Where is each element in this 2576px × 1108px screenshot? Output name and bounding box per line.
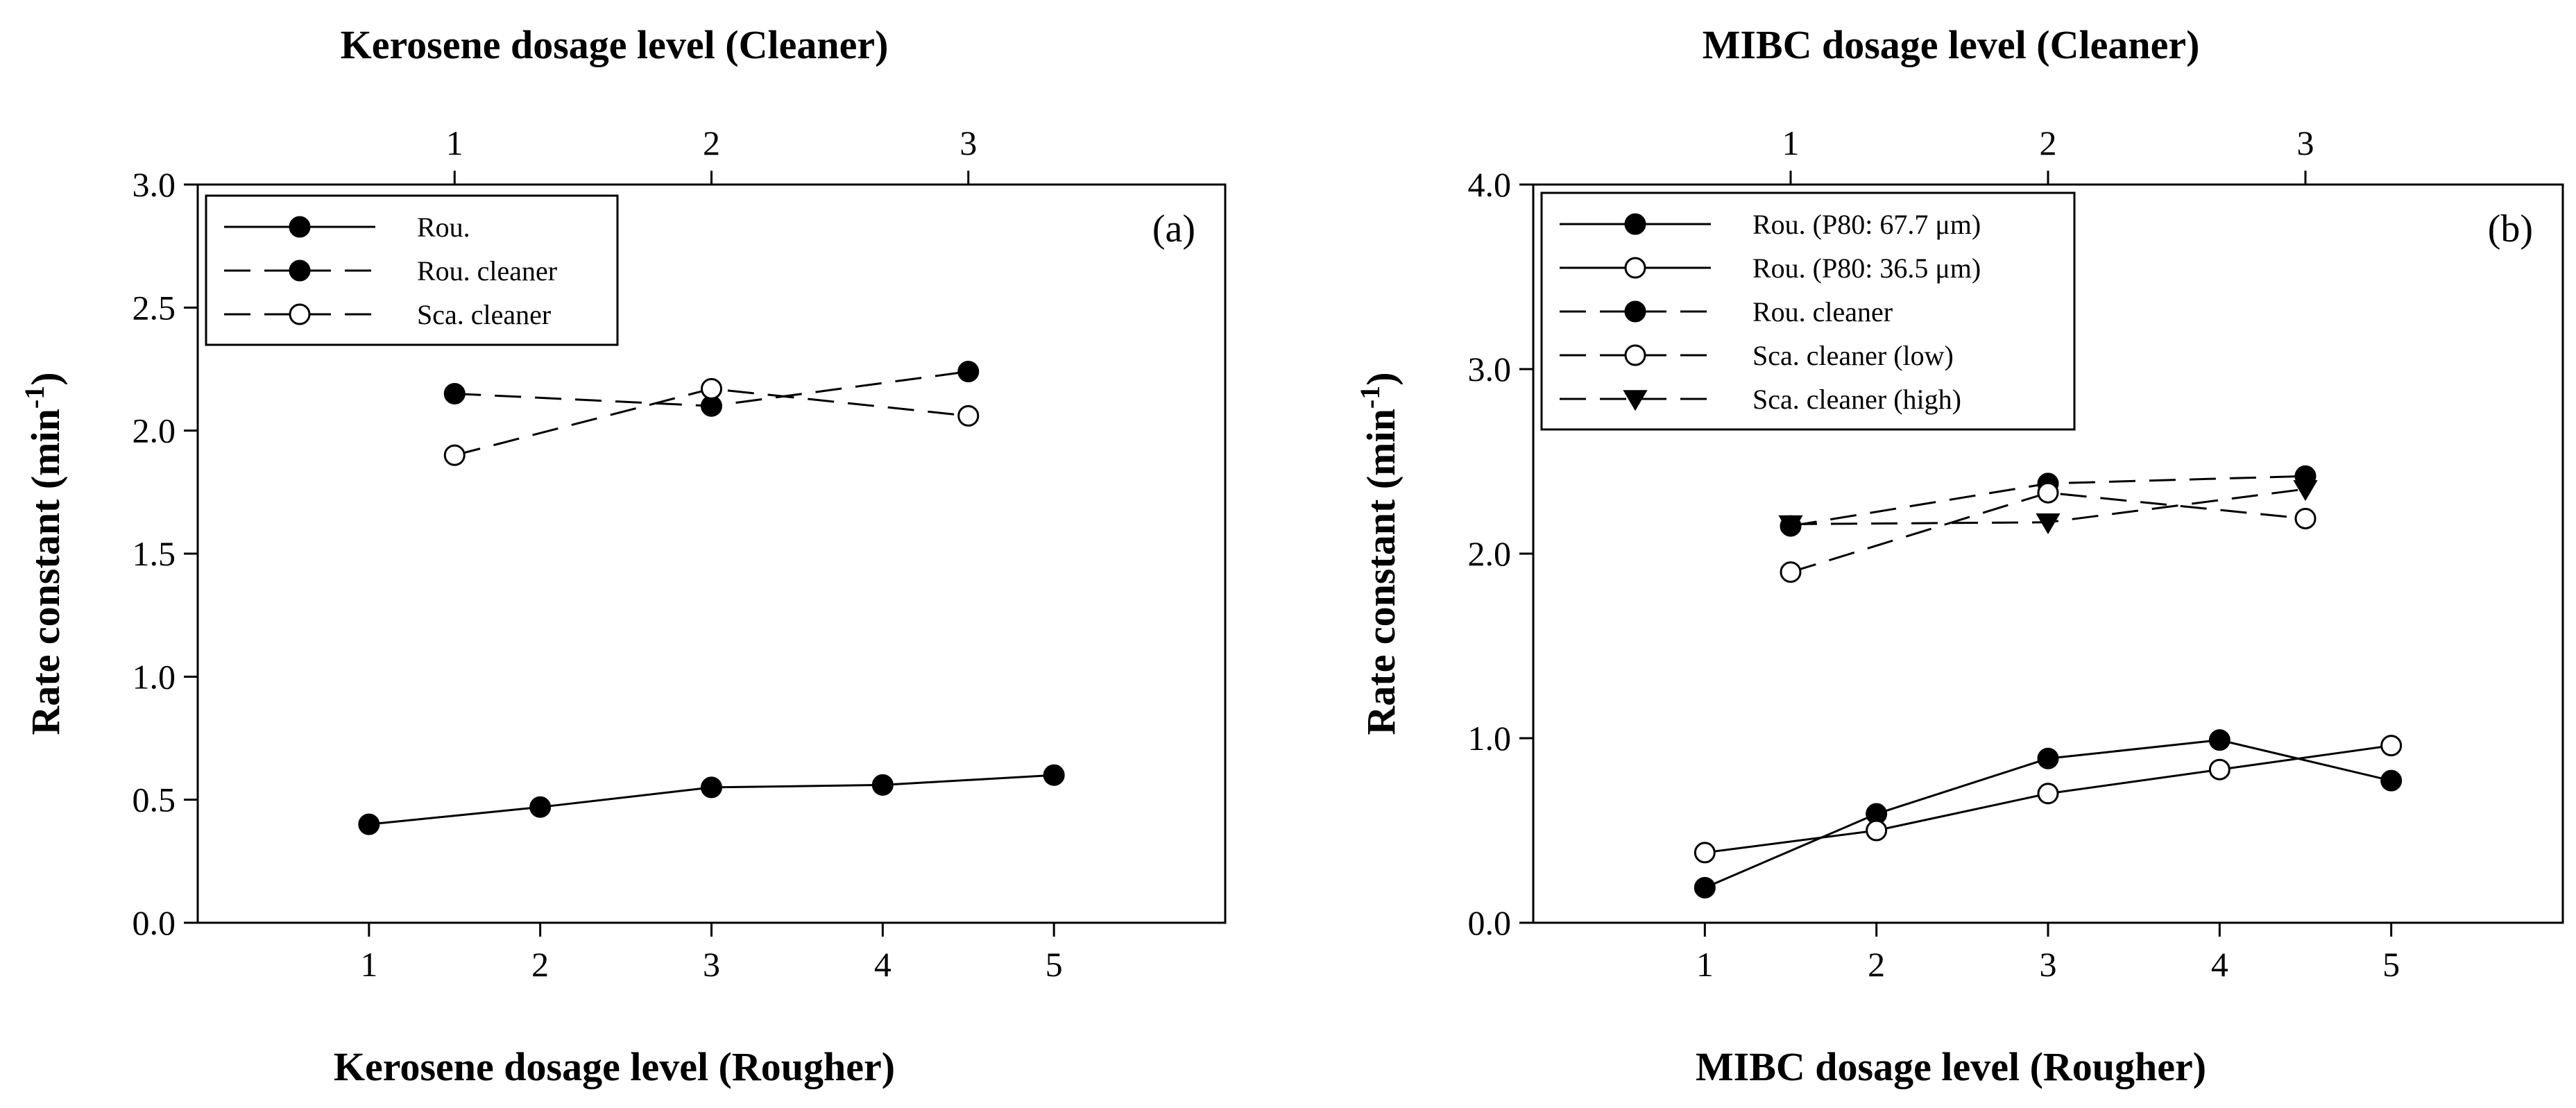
y-axis-label-main: Rate constant (min (1358, 409, 1404, 735)
y-tick-label: 2.5 (133, 288, 176, 327)
y-axis-label: Rate constant (min-1) (19, 372, 68, 735)
y-tick-label: 1.0 (133, 657, 176, 696)
y-axis-label-superscript: -1 (19, 386, 50, 409)
legend-marker (289, 303, 311, 325)
data-point (2037, 481, 2059, 504)
data-point (2037, 747, 2059, 769)
y-tick-label: 4.0 (1468, 165, 1512, 204)
x-tick-label: 1 (1696, 945, 1714, 984)
series-4 (1780, 481, 2317, 583)
y-tick-label: 3.0 (133, 165, 176, 204)
legend-label: Rou. cleaner (1752, 296, 1893, 327)
legend-label: Rou. (417, 212, 470, 243)
legend-label: Rou. cleaner (417, 255, 557, 287)
y-axis-label-main: Rate constant (min (23, 409, 68, 735)
y-tick-label: 2.0 (133, 411, 176, 450)
legend-label: Rou. (P80: 67.7 μm) (1752, 209, 1981, 240)
data-point (529, 796, 552, 818)
data-point (871, 774, 894, 796)
top-x-tick-label: 3 (2297, 123, 2314, 162)
data-point (1694, 876, 1716, 898)
x-tick-label: 2 (1868, 945, 1885, 984)
data-point (1780, 561, 1802, 583)
data-point (701, 377, 722, 400)
series-5 (1778, 480, 2318, 536)
data-point (957, 404, 980, 427)
x-tick-label: 3 (2040, 945, 2057, 984)
data-point (443, 444, 466, 466)
series-1 (358, 764, 1065, 835)
x-tick-label: 4 (874, 945, 892, 984)
series-3 (443, 377, 980, 466)
data-point (1866, 819, 1888, 842)
y-tick-label: 0.0 (1468, 903, 1512, 942)
x-tick-label: 3 (703, 945, 720, 984)
top-x-tick-label: 2 (2040, 123, 2057, 162)
y-tick-label: 3.0 (1468, 350, 1512, 389)
y-axis-label-close: ) (1358, 372, 1404, 385)
data-point (358, 813, 380, 835)
y-tick-label: 1.5 (133, 534, 176, 573)
top-x-tick-label: 1 (446, 123, 463, 162)
top-axis-title: Kerosene dosage level (Cleaner) (341, 22, 889, 67)
data-point (2208, 758, 2230, 781)
x-tick-label: 1 (360, 945, 377, 984)
x-tick-label: 5 (1046, 945, 1063, 984)
data-point (1043, 764, 1065, 786)
legend-marker (1624, 257, 1646, 279)
y-tick-label: 1.0 (1468, 719, 1512, 758)
series-2 (443, 361, 980, 417)
legend-label: Sca. cleaner (high) (1752, 384, 1961, 415)
legend-marker (1624, 213, 1646, 235)
legend-label: Sca. cleaner (417, 299, 551, 330)
data-point (1694, 842, 1716, 864)
y-axis-label-close: ) (23, 372, 68, 385)
data-point (2380, 735, 2403, 757)
data-point (701, 776, 722, 799)
x-tick-label: 2 (531, 945, 549, 984)
data-point (957, 361, 980, 383)
chart-panel-b: 0.0 1.0 2.0 3.0 4.0 1 2 3 4 5 1 2 3 MIBC dosage level… (1354, 22, 2564, 1089)
legend-marker (1624, 300, 1646, 323)
legend-label: Sca. cleaner (low) (1752, 340, 1954, 371)
y-tick-label: 0.5 (133, 781, 176, 819)
y-axis-label-superscript: -1 (1354, 386, 1385, 409)
top-axis-title: MIBC dosage level (Cleaner) (1703, 22, 2200, 67)
y-tick-label: 0.0 (133, 903, 176, 942)
legend-marker (289, 216, 311, 238)
legend-label: Rou. (P80: 36.5 μm) (1752, 253, 1981, 284)
x-tick-label: 4 (2211, 945, 2228, 984)
legend-marker (289, 259, 311, 282)
data-point (2380, 769, 2403, 792)
legend-marker (1624, 344, 1646, 366)
chart-panel-a: 0.0 0.5 1.0 1.5 2.0 2.5 3.0 1 2 3 4 5 1 2 3 Kerosene do… (19, 22, 1227, 1089)
data-point (2208, 729, 2230, 751)
panel-label: (a) (1152, 207, 1195, 250)
series-2 (1694, 735, 2403, 864)
data-point (2037, 783, 2059, 805)
series-line (1790, 491, 2306, 574)
top-x-tick-label: 2 (703, 123, 720, 162)
data-point (2036, 513, 2061, 534)
panel-label: (b) (2488, 207, 2533, 250)
x-axis-label: MIBC dosage level (Rougher) (1696, 1044, 2206, 1089)
series-1 (1694, 729, 2403, 898)
y-tick-label: 2.0 (1468, 534, 1512, 573)
y-axis-label: Rate constant (min-1) (1354, 372, 1404, 735)
data-point (2293, 480, 2318, 502)
data-point (443, 382, 466, 404)
x-tick-label: 5 (2382, 945, 2400, 984)
x-axis-label: Kerosene dosage level (Rougher) (334, 1044, 895, 1089)
top-x-tick-label: 1 (1782, 123, 1800, 162)
data-point (2294, 507, 2317, 529)
top-x-tick-label: 3 (959, 123, 977, 162)
data-point (1778, 515, 1803, 536)
legend-marker (1623, 390, 1648, 411)
